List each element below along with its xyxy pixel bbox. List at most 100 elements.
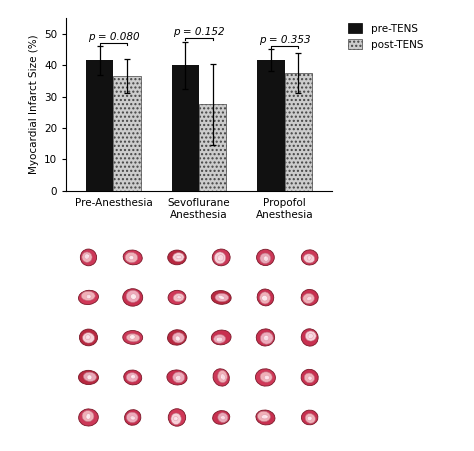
Ellipse shape xyxy=(173,253,184,262)
Ellipse shape xyxy=(81,291,95,300)
Ellipse shape xyxy=(173,417,178,421)
Ellipse shape xyxy=(308,333,313,339)
Ellipse shape xyxy=(175,336,180,341)
Ellipse shape xyxy=(218,295,225,299)
Ellipse shape xyxy=(220,374,226,380)
Text: p = 0.353: p = 0.353 xyxy=(259,35,310,45)
Ellipse shape xyxy=(168,290,186,304)
Ellipse shape xyxy=(310,417,311,419)
Ellipse shape xyxy=(125,252,138,262)
Ellipse shape xyxy=(221,376,222,378)
Ellipse shape xyxy=(260,292,270,304)
Ellipse shape xyxy=(301,369,318,386)
Ellipse shape xyxy=(129,256,134,260)
Ellipse shape xyxy=(307,296,312,300)
Y-axis label: Myocardial Infarct Size (%): Myocardial Infarct Size (%) xyxy=(28,35,39,174)
Ellipse shape xyxy=(309,258,310,260)
Ellipse shape xyxy=(178,296,179,297)
Ellipse shape xyxy=(257,289,273,306)
Ellipse shape xyxy=(80,329,98,346)
Ellipse shape xyxy=(257,411,270,422)
Ellipse shape xyxy=(265,257,266,258)
Ellipse shape xyxy=(87,416,88,418)
Ellipse shape xyxy=(301,329,318,346)
Ellipse shape xyxy=(81,249,97,266)
Ellipse shape xyxy=(264,256,268,261)
Ellipse shape xyxy=(220,298,223,299)
Ellipse shape xyxy=(127,412,138,423)
Ellipse shape xyxy=(215,293,229,302)
Ellipse shape xyxy=(82,411,94,422)
Ellipse shape xyxy=(212,249,230,266)
Ellipse shape xyxy=(86,414,91,419)
Ellipse shape xyxy=(214,335,226,343)
Ellipse shape xyxy=(221,415,225,420)
Ellipse shape xyxy=(130,294,137,299)
Ellipse shape xyxy=(82,252,92,262)
Ellipse shape xyxy=(168,409,186,426)
Ellipse shape xyxy=(260,372,272,382)
Bar xyxy=(257,60,285,191)
Ellipse shape xyxy=(265,336,267,337)
Ellipse shape xyxy=(176,418,177,419)
Ellipse shape xyxy=(124,370,142,385)
Ellipse shape xyxy=(218,255,224,261)
Ellipse shape xyxy=(87,336,89,338)
Ellipse shape xyxy=(126,290,140,303)
Ellipse shape xyxy=(211,330,231,345)
Ellipse shape xyxy=(176,376,181,381)
Ellipse shape xyxy=(173,333,184,343)
Ellipse shape xyxy=(178,257,180,258)
Ellipse shape xyxy=(308,376,312,380)
Ellipse shape xyxy=(310,298,311,299)
Ellipse shape xyxy=(130,416,136,420)
Ellipse shape xyxy=(263,297,264,298)
Ellipse shape xyxy=(79,409,98,426)
Ellipse shape xyxy=(260,253,271,263)
Ellipse shape xyxy=(305,414,315,423)
Ellipse shape xyxy=(132,418,134,419)
Ellipse shape xyxy=(260,332,273,344)
Bar xyxy=(199,105,227,191)
Ellipse shape xyxy=(256,329,274,346)
Ellipse shape xyxy=(86,295,91,299)
Ellipse shape xyxy=(305,331,316,341)
Ellipse shape xyxy=(84,254,89,259)
Ellipse shape xyxy=(218,413,228,423)
Ellipse shape xyxy=(173,372,185,383)
Ellipse shape xyxy=(173,294,184,302)
Ellipse shape xyxy=(301,250,318,265)
Bar xyxy=(285,73,312,191)
Ellipse shape xyxy=(85,335,91,340)
Ellipse shape xyxy=(309,336,310,338)
Ellipse shape xyxy=(88,296,90,298)
Ellipse shape xyxy=(83,372,96,382)
Text: p = 0.080: p = 0.080 xyxy=(88,32,139,41)
Ellipse shape xyxy=(177,296,182,299)
Ellipse shape xyxy=(266,377,267,379)
Ellipse shape xyxy=(168,250,186,265)
Ellipse shape xyxy=(167,370,187,385)
Ellipse shape xyxy=(307,416,312,420)
Ellipse shape xyxy=(167,330,186,345)
Ellipse shape xyxy=(79,370,99,385)
Ellipse shape xyxy=(211,290,231,304)
Ellipse shape xyxy=(262,295,267,301)
Ellipse shape xyxy=(178,337,179,339)
Ellipse shape xyxy=(307,256,311,260)
Ellipse shape xyxy=(265,416,267,417)
Bar xyxy=(86,60,113,191)
Ellipse shape xyxy=(87,375,92,380)
Ellipse shape xyxy=(79,290,99,304)
Ellipse shape xyxy=(132,376,133,377)
Ellipse shape xyxy=(301,290,318,305)
Ellipse shape xyxy=(218,258,220,259)
Ellipse shape xyxy=(82,333,94,343)
Ellipse shape xyxy=(131,374,136,379)
Ellipse shape xyxy=(132,337,133,338)
Ellipse shape xyxy=(303,294,314,304)
Ellipse shape xyxy=(213,369,229,386)
Ellipse shape xyxy=(256,410,275,425)
Text: p = 0.152: p = 0.152 xyxy=(173,27,225,37)
Ellipse shape xyxy=(126,334,140,342)
